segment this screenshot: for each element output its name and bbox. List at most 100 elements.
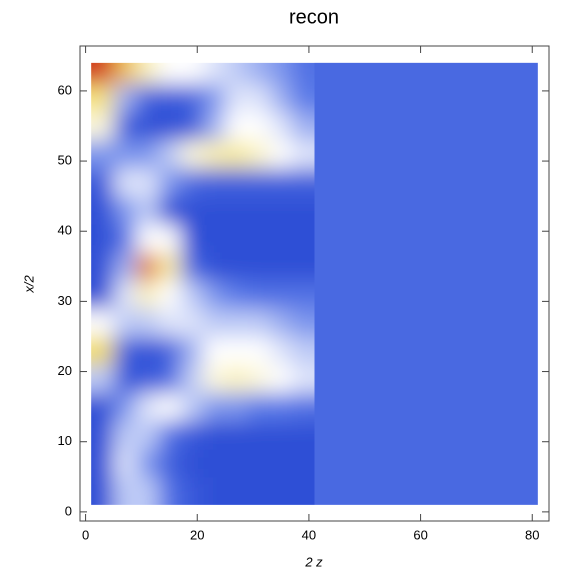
heatmap-cell	[269, 336, 293, 366]
heatmap-cell	[91, 224, 114, 253]
heatmap-cell	[135, 62, 159, 85]
heatmap-cell	[91, 196, 114, 225]
heatmap-cell	[180, 336, 204, 366]
heatmap-cell	[225, 476, 248, 505]
heatmap-cell	[113, 83, 137, 113]
heatmap-cell	[202, 308, 226, 337]
heatmap-cell	[269, 111, 293, 141]
y-tick-label: 40	[58, 223, 72, 238]
heatmap-cell	[292, 168, 315, 197]
heatmap-cell	[292, 308, 315, 337]
heatmap-cell	[269, 168, 293, 197]
heatmap-cell	[225, 168, 248, 197]
heatmap-cell	[135, 168, 159, 197]
heatmap-cell	[158, 364, 181, 394]
heatmap-cell	[158, 224, 181, 253]
heatmap-cell	[135, 448, 159, 478]
heatmap-cell	[113, 111, 137, 141]
heatmap-cell	[113, 364, 137, 394]
heatmap-cell	[158, 392, 181, 422]
heatmap-cell	[225, 392, 248, 422]
heatmap-cell	[247, 336, 271, 366]
heatmap-cell	[180, 111, 204, 141]
heatmap-cell	[202, 252, 226, 281]
heatmap-cell	[135, 83, 159, 113]
heatmap-cell	[247, 168, 271, 197]
heatmap-cell	[158, 83, 181, 113]
heatmap-cell	[247, 448, 271, 478]
heatmap-cell	[292, 83, 315, 113]
heatmap-cell	[91, 420, 114, 450]
heatmap-cell	[135, 224, 159, 253]
heatmap-cell	[202, 196, 226, 225]
heatmap-cell	[292, 140, 315, 169]
heatmap-cell	[91, 476, 114, 505]
heatmap-cell	[113, 448, 137, 478]
heatmap-cell	[292, 448, 315, 478]
heatmap-cell	[225, 252, 248, 281]
heatmap-cell	[269, 140, 293, 169]
heatmap-cell	[135, 196, 159, 225]
chart-title: recon	[289, 6, 339, 28]
heatmap-cell	[247, 111, 271, 141]
heatmap-cells	[91, 62, 315, 505]
heatmap-cell	[247, 392, 271, 422]
heatmap-cell	[180, 392, 204, 422]
heatmap-cell	[247, 62, 271, 85]
heatmap-cell	[292, 392, 315, 422]
heatmap-cell	[247, 196, 271, 225]
heatmap-cell	[158, 280, 181, 309]
heatmap-cell	[269, 196, 293, 225]
heatmap-cell	[113, 62, 137, 85]
heatmap-cell	[113, 476, 137, 505]
heatmap-cell	[180, 308, 204, 337]
x-tick-label: 80	[525, 527, 539, 542]
y-tick-label: 10	[58, 433, 72, 448]
heatmap-cell	[225, 140, 248, 169]
heatmap-cell	[247, 280, 271, 309]
heatmap-cell	[247, 224, 271, 253]
heatmap-cell	[113, 252, 137, 281]
heatmap-cell	[269, 392, 293, 422]
y-axis-label: x/2	[21, 275, 36, 294]
x-tick-label: 40	[302, 527, 316, 542]
heatmap-cell	[91, 140, 114, 169]
heatmap-cell	[135, 280, 159, 309]
heatmap-cell	[292, 196, 315, 225]
heatmap-cell	[269, 83, 293, 113]
heatmap-cell	[91, 62, 114, 85]
heatmap-cell	[113, 336, 137, 366]
heatmap-cell	[135, 140, 159, 169]
heatmap-cell	[225, 196, 248, 225]
heatmap-cell	[135, 111, 159, 141]
heatmap-cell	[202, 392, 226, 422]
heatmap-cell	[158, 448, 181, 478]
heatmap-cell	[113, 140, 137, 169]
heatmap-cell	[202, 83, 226, 113]
heatmap-cell	[135, 252, 159, 281]
heatmap-cell	[180, 476, 204, 505]
heatmap-cell	[269, 62, 293, 85]
heatmap-cell	[135, 336, 159, 366]
heatmap-cell	[247, 140, 271, 169]
heatmap-cell	[91, 111, 114, 141]
heatmap-cell	[202, 280, 226, 309]
heatmap-cell	[113, 168, 137, 197]
heatmap-cell	[269, 448, 293, 478]
heatmap-cell	[247, 476, 271, 505]
heatmap-cell	[180, 62, 204, 85]
heatmap-cell	[158, 308, 181, 337]
heatmap-cell	[269, 308, 293, 337]
heatmap-cell	[292, 420, 315, 450]
heatmap-cell	[225, 224, 248, 253]
heatmap-cell	[269, 252, 293, 281]
heatmap-cell	[91, 168, 114, 197]
heatmap-cell	[135, 420, 159, 450]
heatmap-cell	[225, 62, 248, 85]
heatmap-cell	[225, 448, 248, 478]
heatmap-cell	[158, 168, 181, 197]
heatmap-cell	[202, 111, 226, 141]
heatmap-cell	[225, 308, 248, 337]
heatmap-cell	[91, 308, 114, 337]
heatmap-cell	[202, 140, 226, 169]
